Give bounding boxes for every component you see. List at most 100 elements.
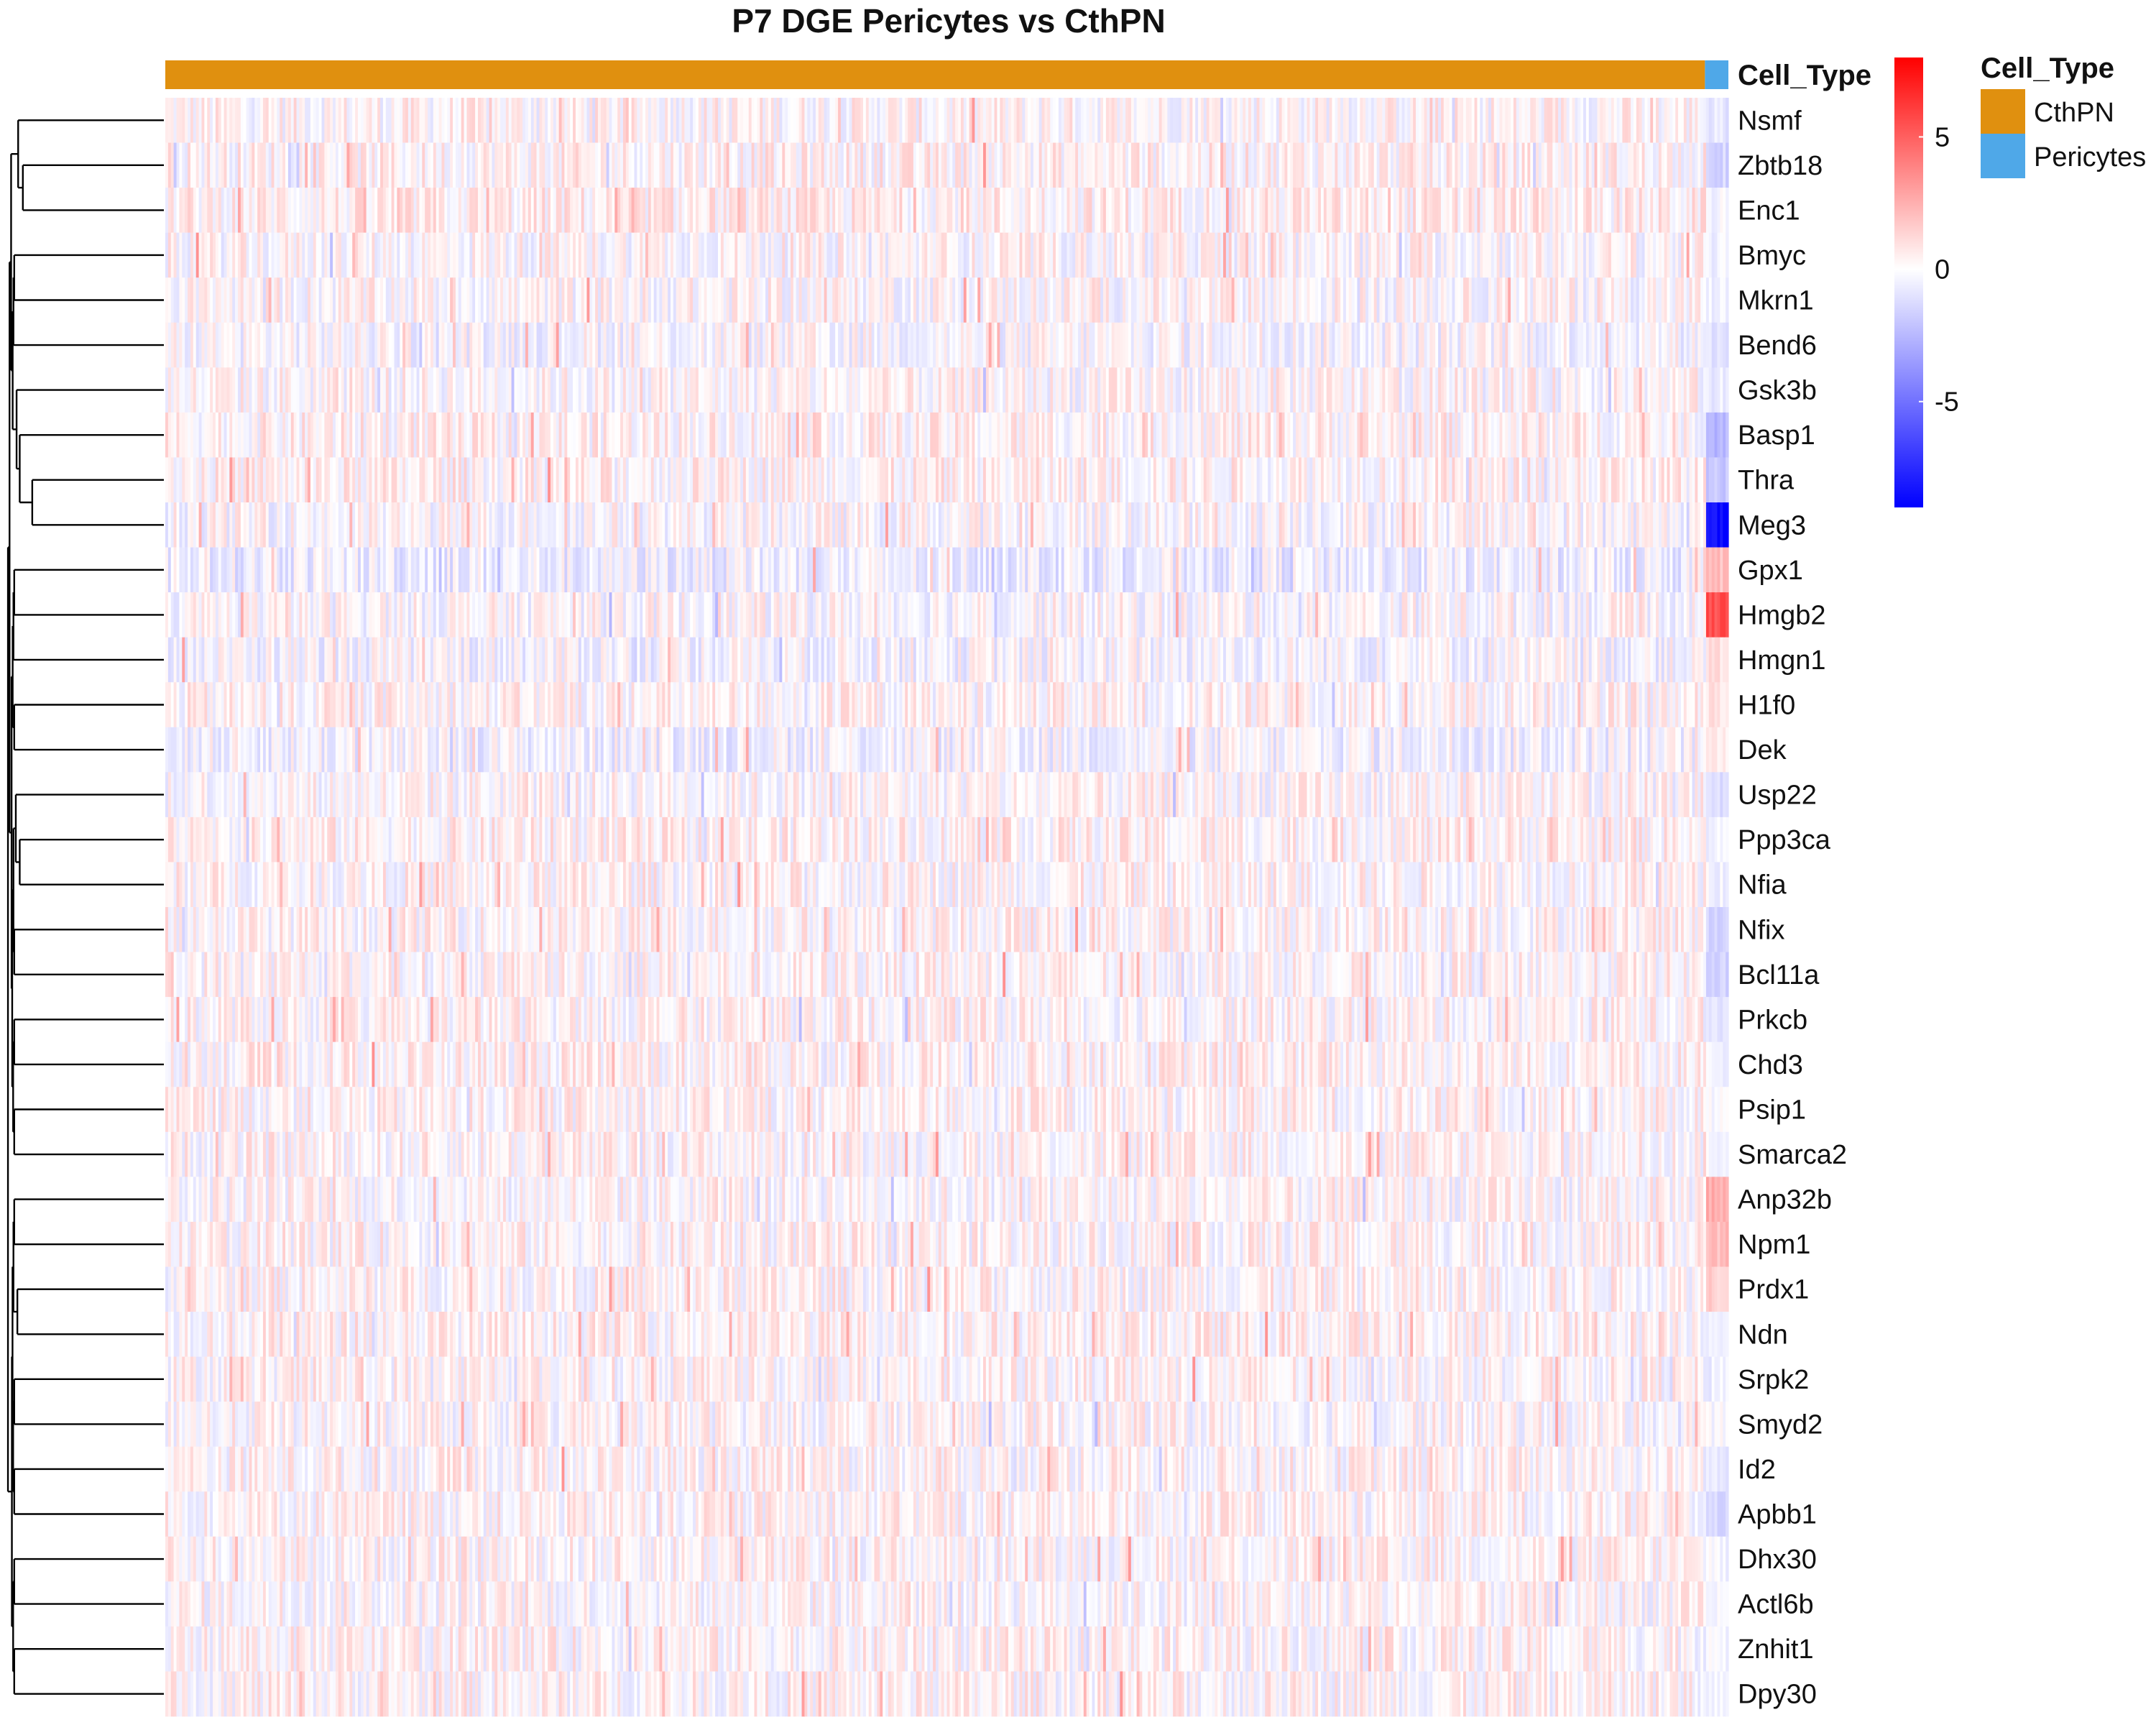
heatmap-cell <box>1474 188 1478 233</box>
heatmap-cell <box>734 277 738 323</box>
heatmap-cell <box>453 367 456 413</box>
heatmap-cell <box>1474 457 1478 503</box>
heatmap-cell <box>690 457 694 503</box>
heatmap-cell <box>1541 142 1545 188</box>
heatmap-cell <box>849 322 853 368</box>
heatmap-cell <box>1513 457 1517 503</box>
heatmap-cell <box>260 188 264 233</box>
heatmap-cell <box>1031 412 1034 458</box>
heatmap-cell <box>709 457 713 503</box>
heatmap-cell <box>916 232 920 278</box>
heatmap-cell <box>1726 367 1729 413</box>
heatmap-cell <box>1161 412 1166 458</box>
heatmap-cell <box>489 98 493 143</box>
heatmap-cell <box>849 412 853 458</box>
heatmap-cell <box>835 188 839 233</box>
heatmap-cell <box>625 277 630 323</box>
heatmap-cell <box>1301 322 1305 368</box>
heatmap-cell <box>1279 188 1283 233</box>
heatmap-cell <box>598 367 602 413</box>
heatmap-cell <box>614 277 618 323</box>
heatmap-cell <box>382 188 387 233</box>
heatmap-cell <box>581 188 585 233</box>
heatmap-cell <box>226 142 230 188</box>
heatmap-cell <box>1591 98 1595 143</box>
heatmap-cell <box>893 232 898 278</box>
heatmap-cell <box>1555 232 1559 278</box>
heatmap-cell <box>198 98 203 143</box>
heatmap-cell <box>374 277 378 323</box>
heatmap-cell <box>874 322 877 368</box>
heatmap-cell <box>612 322 615 368</box>
heatmap-cell <box>832 412 836 458</box>
heatmap-cell <box>977 142 981 188</box>
heatmap-cell <box>1603 322 1606 368</box>
heatmap-cell <box>1521 277 1526 323</box>
heatmap-cell <box>785 188 788 233</box>
heatmap-cell <box>659 232 663 278</box>
heatmap-cell <box>1215 98 1218 143</box>
heatmap-cell <box>1262 98 1266 143</box>
heatmap-cell <box>760 277 763 323</box>
heatmap-cell <box>997 98 1000 143</box>
heatmap-cell <box>609 412 613 458</box>
heatmap-cell <box>455 188 459 233</box>
heatmap-cell <box>190 277 194 323</box>
heatmap-cell <box>1145 98 1148 143</box>
heatmap-cell <box>400 277 403 323</box>
heatmap-cell <box>556 322 560 368</box>
heatmap-cell <box>1491 412 1495 458</box>
heatmap-cell <box>1354 457 1358 503</box>
heatmap-cell <box>804 412 808 458</box>
heatmap-cell <box>391 277 395 323</box>
heatmap-cell <box>760 457 763 503</box>
heatmap-cell <box>1399 232 1403 278</box>
heatmap-cell <box>1391 412 1394 458</box>
heatmap-cell <box>436 412 440 458</box>
heatmap-cell <box>1616 188 1621 233</box>
heatmap-cell <box>1499 322 1503 368</box>
heatmap-cell <box>793 412 797 458</box>
heatmap-cell <box>1680 367 1685 413</box>
heatmap-cell <box>1053 232 1056 278</box>
heatmap-cell <box>483 98 487 143</box>
heatmap-cell <box>946 412 950 458</box>
heatmap-cell <box>366 412 370 458</box>
heatmap-cell <box>1047 188 1051 233</box>
heatmap-cell <box>277 98 280 143</box>
heatmap-cell <box>804 232 808 278</box>
heatmap-cell <box>911 98 914 143</box>
heatmap-cell <box>1298 142 1302 188</box>
heatmap-cell <box>1130 188 1135 233</box>
heatmap-cell <box>1064 277 1068 323</box>
heatmap-cell <box>838 322 842 368</box>
heatmap-cell <box>405 142 409 188</box>
heatmap-cell <box>1053 457 1056 503</box>
heatmap-cell <box>921 412 926 458</box>
heatmap-cell <box>1078 322 1082 368</box>
heatmap-cell <box>1524 322 1528 368</box>
heatmap-cell <box>1097 457 1101 503</box>
heatmap-cell <box>190 188 194 233</box>
heatmap-cell <box>1117 277 1120 323</box>
heatmap-cell <box>1114 322 1118 368</box>
heatmap-cell <box>1376 412 1381 458</box>
heatmap-cell <box>218 232 222 278</box>
heatmap-cell <box>268 98 272 143</box>
heatmap-cell <box>1298 457 1302 503</box>
heatmap-cell <box>422 188 425 233</box>
heatmap-row-thra <box>165 457 1729 503</box>
heatmap-cell <box>690 367 694 413</box>
heatmap-cell <box>285 232 289 278</box>
heatmap-cell <box>924 98 928 143</box>
heatmap-cell <box>622 367 627 413</box>
heatmap-cell <box>650 457 655 503</box>
heatmap-cell <box>1033 322 1037 368</box>
heatmap-cell <box>265 232 270 278</box>
heatmap-cell <box>207 188 211 233</box>
heatmap-cell <box>1413 188 1416 233</box>
heatmap-cell <box>1647 277 1651 323</box>
heatmap-cell <box>1281 367 1286 413</box>
heatmap-cell <box>972 232 975 278</box>
heatmap-cell <box>1549 188 1553 233</box>
